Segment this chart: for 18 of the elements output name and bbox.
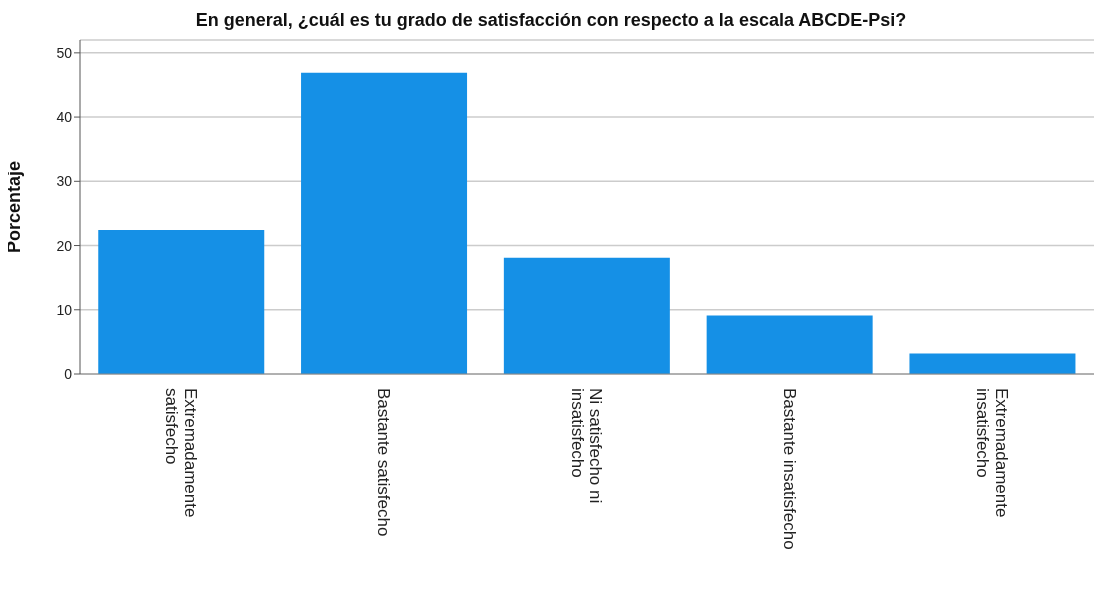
x-tick-label: Bastante insatisfecho	[779, 388, 799, 550]
y-tick-label: 40	[56, 109, 73, 126]
y-tick-label: 20	[56, 237, 73, 254]
bar	[98, 230, 265, 374]
y-tick-label: 0	[64, 365, 73, 382]
y-tick-label: 10	[56, 301, 73, 318]
x-tick-label: Bastante satisfecho	[374, 388, 394, 537]
y-tick-label: 30	[56, 173, 73, 190]
bar	[909, 353, 1076, 374]
chart-title: En general, ¿cuál es tu grado de satisfacción con respecto a la escala ABCDE-Psi?	[194, 10, 908, 31]
bar	[301, 72, 468, 374]
bar	[706, 315, 873, 374]
x-tick-label: Extremadamente satisfecho	[162, 388, 200, 518]
y-tick-label: 50	[56, 44, 73, 61]
y-axis-title: Porcentaje	[4, 160, 25, 254]
bar	[503, 257, 670, 374]
x-tick-label: Extremadamente insatisfecho	[973, 388, 1011, 518]
x-tick-label: Ni satisfecho ni insatisfecho	[567, 388, 606, 504]
